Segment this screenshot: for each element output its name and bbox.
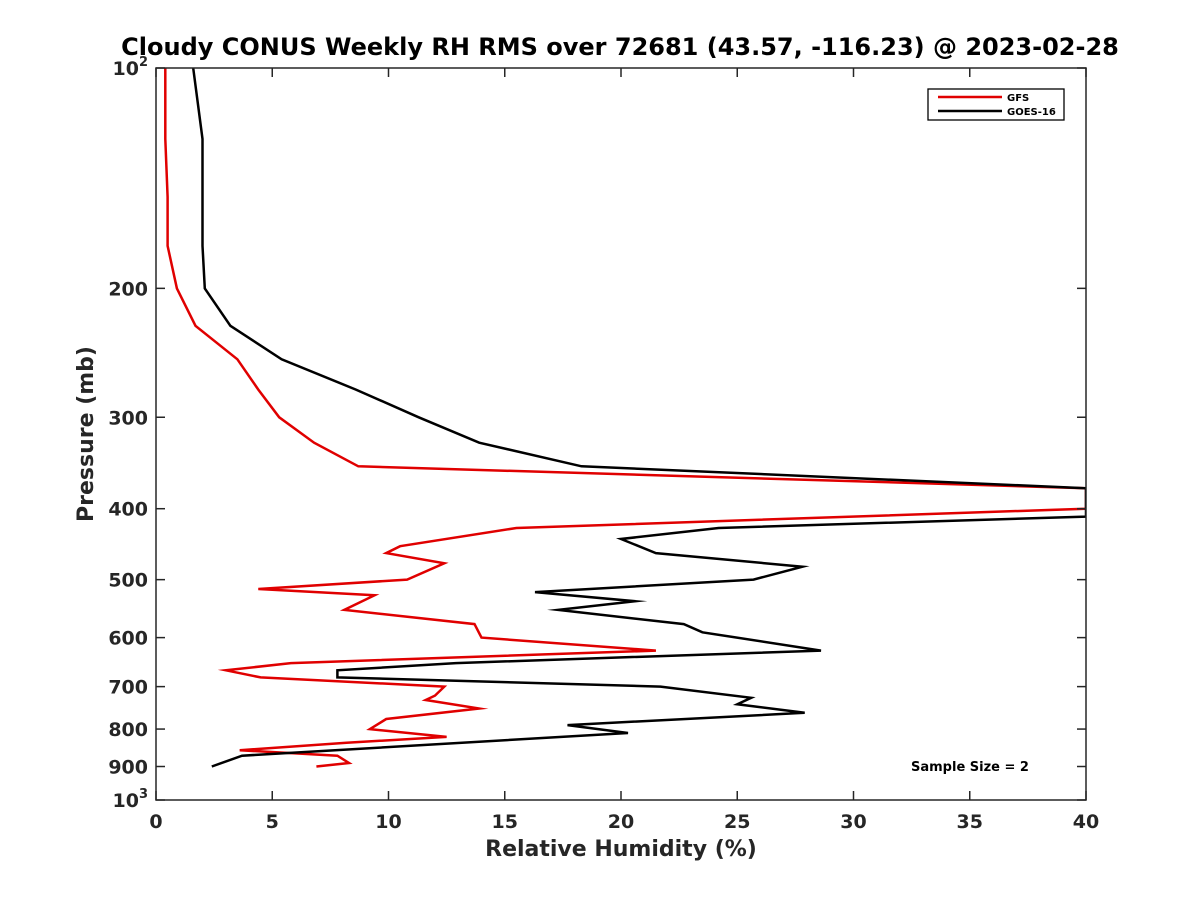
x-tick-label: 40: [1073, 811, 1099, 833]
series-line-gfs: [164, 68, 1086, 768]
y-tick-label: 800: [108, 719, 148, 741]
chart-title: Cloudy CONUS Weekly RH RMS over 72681 (4…: [121, 33, 1119, 61]
y-tick-label: 103: [113, 787, 149, 812]
y-tick-label: 700: [108, 677, 148, 699]
plot-area: [164, 68, 1086, 768]
axes: [155, 67, 1087, 801]
x-tick-label: 35: [957, 811, 983, 833]
legend-label-goes16: GOES-16: [1007, 107, 1056, 118]
series-line-goes16: [191, 68, 1086, 768]
x-tick-label: 25: [724, 811, 750, 833]
y-axis-label: Pressure (mb): [74, 346, 99, 522]
legend-box: [927, 88, 1065, 121]
x-tick-label: 5: [266, 811, 279, 833]
x-tick-label: 20: [608, 811, 634, 833]
y-tick-label: 200: [108, 278, 148, 300]
y-tick-label: 900: [108, 757, 148, 779]
x-axis-label: Relative Humidity (%): [485, 837, 757, 862]
sample-size-annotation: Sample Size = 2: [911, 760, 1029, 775]
x-tick-label: 30: [840, 811, 866, 833]
tick-labels: 0 5 10 15 20 25 30 35 40 102 200 300 400 500 600 700 800…: [108, 55, 1099, 833]
x-tick-label: 15: [492, 811, 518, 833]
y-tick-label: 600: [108, 628, 148, 650]
y-tick-label: 300: [108, 407, 148, 429]
x-tick-label: 0: [149, 811, 162, 833]
axes-box: [155, 67, 1087, 801]
y-tick-label: 102: [113, 55, 149, 80]
y-tick-label: 500: [108, 570, 148, 592]
legend: GFS GOES-16: [927, 88, 1065, 121]
legend-label-gfs: GFS: [1007, 93, 1029, 104]
x-tick-label: 10: [375, 811, 401, 833]
y-tick-label: 400: [108, 499, 148, 521]
